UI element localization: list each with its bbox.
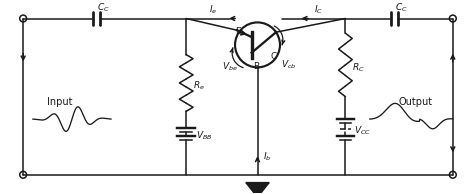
Polygon shape [246,183,269,194]
Text: $V_{be}$: $V_{be}$ [222,60,238,73]
Text: $I_C$: $I_C$ [313,3,323,16]
Text: $R_C$: $R_C$ [352,61,365,74]
Text: $V_{BB}$: $V_{BB}$ [196,129,212,142]
Text: $R_e$: $R_e$ [193,80,205,92]
Text: $V_{CC}$: $V_{CC}$ [355,125,372,137]
Text: C: C [270,52,276,61]
Text: $V_{cb}$: $V_{cb}$ [281,58,296,71]
Text: E: E [235,27,241,36]
Text: $I_e$: $I_e$ [210,3,218,16]
Text: B: B [254,62,260,71]
Text: Input: Input [46,96,72,107]
Text: Output: Output [399,96,433,107]
Text: $C_C$: $C_C$ [395,2,408,14]
Text: $I_b$: $I_b$ [263,151,272,163]
Text: $C_C$: $C_C$ [97,2,109,14]
